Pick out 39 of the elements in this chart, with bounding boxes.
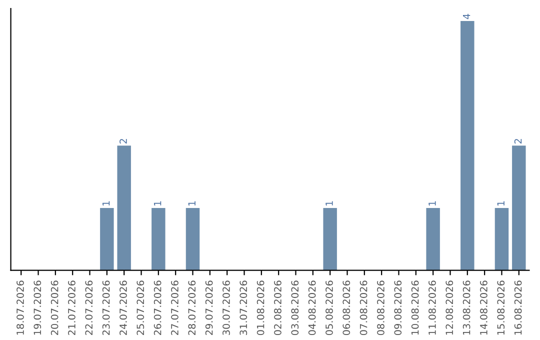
x-tick-label: 14.08.2026 <box>480 280 488 335</box>
x-tick-label: 27.07.2026 <box>171 280 178 335</box>
x-tick-label: 18.07.2026 <box>16 280 24 335</box>
x-tick-label: 03.08.2026 <box>291 280 299 336</box>
data-label: 1 <box>497 201 504 206</box>
x-tick-label: 24.07.2026 <box>120 280 127 335</box>
x-tick-label: 25.07.2026 <box>136 280 144 335</box>
data-label: 4 <box>463 14 470 20</box>
x-tick-label: 28.07.2026 <box>188 280 196 335</box>
data-label: 1 <box>154 201 162 206</box>
data-label: 1 <box>326 201 333 206</box>
x-tick-label: 19.07.2026 <box>34 280 42 335</box>
x-tick-label: 13.08.2026 <box>462 280 470 335</box>
x-tick-label: 11.08.2026 <box>428 280 436 335</box>
x-tick-label: 05.08.2026 <box>326 280 333 336</box>
data-label: 1 <box>102 201 110 206</box>
x-tick-label: 30.07.2026 <box>222 280 230 335</box>
x-tick-label: 06.08.2026 <box>342 280 350 336</box>
x-tick-label: 04.08.2026 <box>308 280 316 336</box>
x-tick-label: 08.08.2026 <box>377 280 384 336</box>
data-label: 1 <box>428 201 436 206</box>
data-label: 1 <box>188 201 196 206</box>
x-tick-label: 15.08.2026 <box>497 280 505 335</box>
x-tick-label: 21.07.2026 <box>68 280 76 335</box>
x-tick-label: 29.07.2026 <box>205 280 213 335</box>
x-tick-label: 31.07.2026 <box>240 280 248 335</box>
x-tick-label: 12.08.2026 <box>446 280 454 335</box>
data-label: 2 <box>120 139 127 144</box>
x-tick-label: 22.07.2026 <box>85 280 93 335</box>
x-tick-label: 20.07.2026 <box>50 280 58 335</box>
x-tick-label: 07.08.2026 <box>360 280 368 336</box>
x-tick-label: 23.07.2026 <box>102 280 110 335</box>
x-tick-label: 26.07.2026 <box>154 280 162 335</box>
x-tick-label: 02.08.2026 <box>274 280 282 336</box>
x-tick-label: 10.08.2026 <box>411 280 419 335</box>
data-label: 2 <box>514 139 522 144</box>
x-tick-label: 16.08.2026 <box>514 280 522 335</box>
x-tick-label: 09.08.2026 <box>394 280 402 336</box>
x-tick-label: 01.08.2026 <box>256 280 264 336</box>
